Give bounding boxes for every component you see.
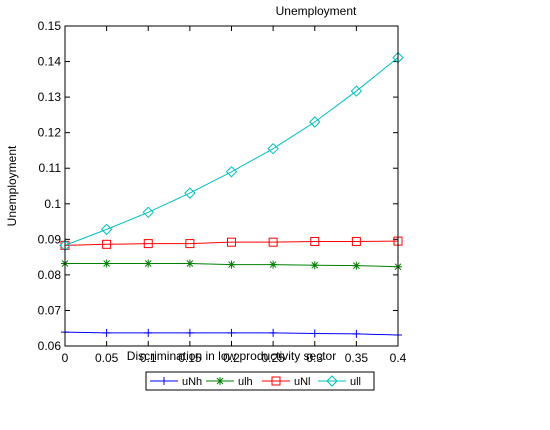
legend-marker-ull (326, 375, 338, 387)
series-uNh (61, 328, 402, 339)
y-axis-label: Unemployment (5, 145, 19, 226)
data-point-uNl (310, 236, 320, 246)
data-point-uNl (185, 239, 195, 249)
legend-item-ull: ull (318, 375, 361, 388)
legend-marker-uNh (160, 377, 168, 385)
series-ulh (61, 259, 402, 271)
legend-marker-uNl (271, 376, 281, 386)
y-tick-label: 0.12 (38, 126, 62, 140)
series-layer (59, 51, 404, 339)
legend-label-uNl: uNl (294, 376, 311, 388)
data-point-uNh (144, 328, 153, 337)
y-tick-label: 0.13 (38, 90, 62, 104)
legend-marker-ulh (216, 377, 224, 385)
data-point-ull (184, 187, 196, 199)
data-point-uNl (102, 239, 112, 249)
y-tick-label: 0.09 (38, 232, 62, 246)
legend-label-ull: ull (350, 376, 361, 388)
legend-item-uNh: uNh (150, 376, 202, 388)
data-point-uNh (310, 329, 319, 338)
x-tick-label: 0.15 (178, 351, 202, 365)
data-point-ulh (144, 259, 153, 268)
x-tick-label: 0.1 (140, 351, 157, 365)
data-point-uNl (268, 237, 278, 247)
series-uNl (60, 236, 403, 250)
x-tick-label: 0.4 (390, 351, 407, 365)
data-point-uNl (227, 237, 236, 247)
x-tick-label: 0.2 (223, 351, 240, 365)
data-point-ull (100, 223, 113, 236)
x-tick-label: 0.35 (345, 351, 369, 365)
y-tick-label: 0.1 (44, 197, 61, 211)
y-tick-label: 0.06 (38, 339, 62, 353)
data-point-uNh (102, 328, 111, 337)
y-tick-label: 0.08 (38, 268, 62, 282)
y-tick-label: 0.15 (38, 19, 62, 33)
x-tick-label: 0.25 (261, 351, 285, 365)
data-point-ulh (352, 261, 361, 270)
data-point-ull (309, 116, 321, 128)
data-point-ulh (269, 260, 278, 269)
data-point-uNh (269, 328, 278, 337)
data-point-ulh (102, 259, 111, 268)
legend-label-uNh: uNh (182, 376, 202, 388)
data-point-ull (350, 85, 363, 97)
legend-item-ulh: ulh (206, 376, 253, 388)
y-tick-label: 0.07 (38, 303, 62, 317)
series-ull (59, 51, 404, 252)
series-line-ull (64, 57, 399, 246)
x-tick-label: 0 (62, 351, 69, 365)
data-point-ull (142, 206, 154, 219)
x-axis-label: Discrimination in low productivity secto… (127, 349, 336, 363)
legend-item-uNl: uNl (262, 376, 311, 388)
data-point-uNh (185, 328, 194, 337)
series-line-uNl (64, 240, 399, 246)
data-point-ulh (185, 259, 194, 268)
data-point-ulh (227, 260, 236, 269)
data-point-uNh (352, 329, 361, 338)
data-point-uNh (227, 328, 236, 337)
x-tick-label: 0.05 (95, 351, 119, 365)
data-point-ull (225, 166, 238, 178)
axes: 0 0.05 0.1 0.15 0.2 0.25 0.3 0.35 0.4 0.06 0.07 0.0… (38, 19, 407, 365)
legend-label-ulh: ulh (238, 376, 253, 388)
legend: uNh ulh uNl ull (145, 371, 375, 391)
data-point-uNl (143, 239, 153, 249)
data-point-uNl (351, 236, 361, 246)
x-tick-label: 0.3 (306, 351, 323, 365)
data-point-ulh (310, 261, 319, 270)
legend-box (145, 371, 375, 391)
y-tick-label: 0.11 (39, 161, 62, 175)
plot-frame (64, 25, 399, 347)
data-point-ull (267, 142, 279, 155)
chart-title: Unemployment (276, 4, 357, 18)
y-tick-label: 0.14 (38, 55, 62, 69)
